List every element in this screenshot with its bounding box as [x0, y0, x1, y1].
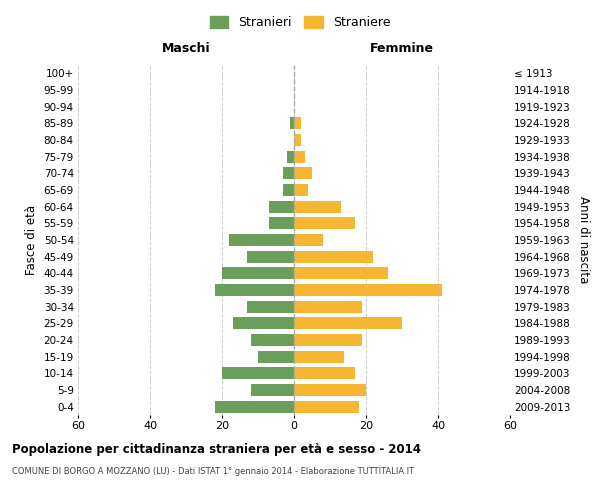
Bar: [229, 234, 294, 246]
Bar: [294, 234, 323, 246]
Bar: [294, 200, 341, 212]
Legend: Stranieri, Straniere: Stranieri, Straniere: [205, 11, 395, 34]
Bar: [222, 368, 294, 380]
Bar: [247, 250, 294, 262]
Bar: [294, 350, 344, 362]
Bar: [294, 150, 305, 162]
Y-axis label: Anni di nascita: Anni di nascita: [577, 196, 590, 284]
Bar: [215, 284, 294, 296]
Bar: [294, 400, 359, 412]
Bar: [251, 334, 294, 346]
Bar: [215, 400, 294, 412]
Bar: [294, 318, 402, 330]
Bar: [294, 250, 373, 262]
Y-axis label: Fasce di età: Fasce di età: [25, 205, 38, 275]
Bar: [294, 334, 362, 346]
Text: COMUNE DI BORGO A MOZZANO (LU) - Dati ISTAT 1° gennaio 2014 - Elaborazione TUTTI: COMUNE DI BORGO A MOZZANO (LU) - Dati IS…: [12, 468, 414, 476]
Bar: [294, 184, 308, 196]
Text: Maschi: Maschi: [161, 42, 211, 55]
Bar: [287, 150, 294, 162]
Bar: [251, 384, 294, 396]
Bar: [269, 218, 294, 230]
Bar: [269, 200, 294, 212]
Bar: [294, 168, 312, 179]
Bar: [222, 268, 294, 280]
Bar: [294, 218, 355, 230]
Bar: [283, 168, 294, 179]
Text: Femmine: Femmine: [370, 42, 434, 55]
Bar: [294, 284, 442, 296]
Bar: [290, 118, 294, 130]
Bar: [294, 368, 355, 380]
Bar: [294, 118, 301, 130]
Bar: [294, 300, 362, 312]
Bar: [294, 384, 366, 396]
Bar: [258, 350, 294, 362]
Text: Popolazione per cittadinanza straniera per età e sesso - 2014: Popolazione per cittadinanza straniera p…: [12, 442, 421, 456]
Bar: [247, 300, 294, 312]
Bar: [233, 318, 294, 330]
Bar: [294, 268, 388, 280]
Bar: [294, 134, 301, 146]
Bar: [283, 184, 294, 196]
